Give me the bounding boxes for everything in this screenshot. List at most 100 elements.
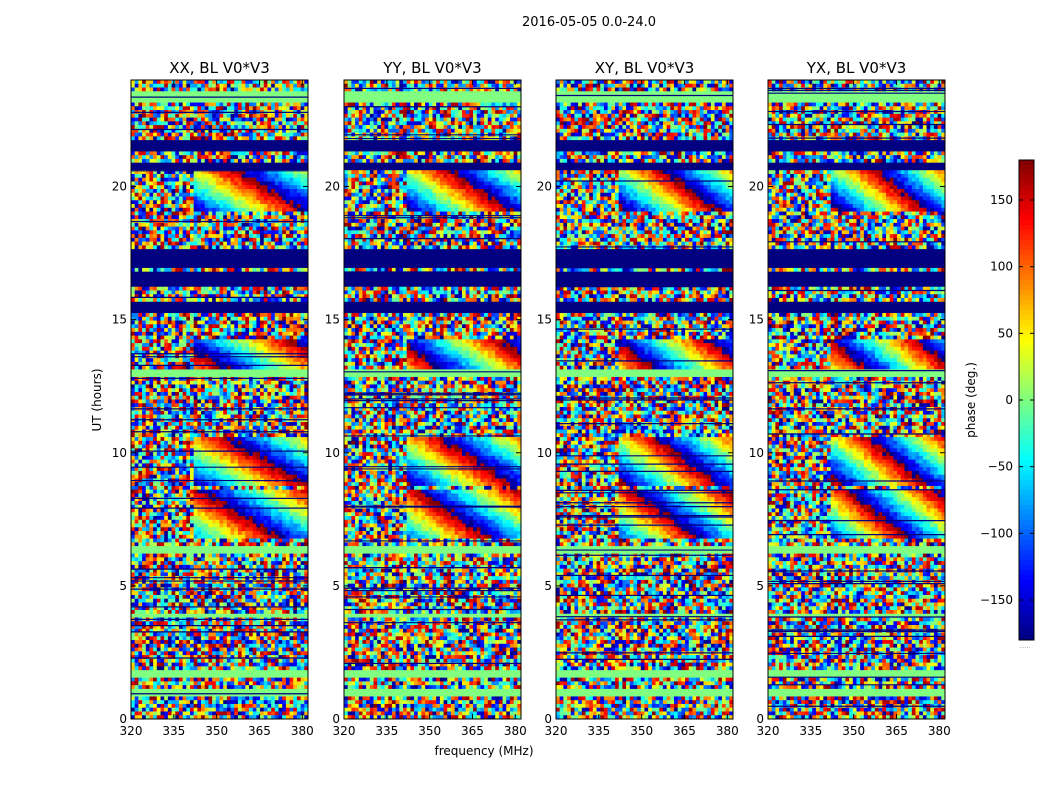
heatmap-cell — [167, 376, 172, 382]
heatmap-cell — [153, 267, 158, 273]
heatmap-cell — [260, 376, 265, 382]
heatmap-cell — [245, 346, 250, 352]
heatmap-cell — [197, 125, 202, 130]
heatmap-cell — [219, 147, 224, 152]
heatmap-cell — [131, 196, 136, 201]
heatmap-cell — [153, 155, 158, 160]
heatmap-cell — [138, 316, 143, 321]
heatmap-cell — [282, 358, 287, 363]
heatmap-cell — [178, 267, 184, 273]
heatmap-cell — [201, 384, 206, 389]
heatmap-cell — [142, 80, 147, 85]
heatmap-cell — [149, 264, 154, 269]
heatmap-cell — [296, 298, 302, 303]
heatmap-cell — [296, 102, 302, 107]
heatmap-cell — [304, 309, 309, 314]
heatmap-cell — [204, 102, 209, 107]
heatmap-cell — [201, 245, 206, 250]
heatmap-cell — [241, 151, 246, 156]
heatmap-cell — [219, 388, 224, 393]
heatmap-cell — [142, 128, 147, 134]
heatmap-cell — [182, 369, 187, 374]
heatmap-cell — [212, 226, 217, 231]
heatmap-cell — [219, 459, 224, 464]
heatmap-cell — [219, 463, 224, 468]
heatmap-cell — [175, 132, 180, 137]
heatmap-cell — [289, 230, 294, 235]
heatmap-cell — [171, 463, 176, 468]
heatmap-cell — [149, 147, 154, 152]
heatmap-cell — [267, 173, 272, 179]
heatmap-cell — [167, 241, 172, 246]
heatmap-cell — [300, 335, 305, 340]
heatmap-cell — [293, 83, 298, 88]
heatmap-cell — [215, 320, 220, 325]
heatmap-cell — [160, 350, 165, 355]
heatmap-cell — [300, 121, 305, 126]
heatmap-cell — [256, 313, 261, 318]
heatmap-cell — [256, 271, 261, 276]
heatmap-cell — [226, 234, 231, 239]
heatmap-cell — [145, 170, 150, 175]
heatmap-cell — [197, 80, 202, 85]
heatmap-cell — [201, 128, 206, 134]
heatmap-cell — [201, 136, 206, 141]
heatmap-cell — [204, 414, 209, 419]
heatmap-cell — [230, 425, 235, 430]
heatmap-cell — [167, 211, 172, 216]
heatmap-cell — [249, 222, 254, 227]
heatmap-cell — [208, 452, 213, 457]
heatmap-cell — [278, 316, 283, 321]
heatmap-cell — [204, 143, 209, 149]
heatmap-cell — [230, 313, 235, 318]
heatmap-cell — [138, 200, 143, 205]
heatmap-cell — [145, 373, 150, 378]
heatmap-cell — [167, 369, 172, 374]
heatmap-cell — [145, 192, 150, 197]
heatmap-cell — [234, 170, 239, 175]
heatmap-cell — [260, 275, 265, 280]
heatmap-cell — [263, 151, 268, 156]
heatmap-cell — [249, 80, 254, 85]
heatmap-cell — [230, 207, 235, 212]
heatmap-cell — [167, 320, 172, 325]
heatmap-cell — [167, 143, 172, 149]
heatmap-cell — [285, 309, 290, 314]
heatmap-cell — [267, 207, 272, 212]
heatmap-cell — [138, 369, 143, 374]
heatmap-cell — [182, 286, 187, 291]
heatmap-cell — [153, 320, 158, 325]
heatmap-cell — [145, 181, 150, 186]
heatmap-cell — [190, 282, 195, 288]
heatmap-cell — [208, 350, 213, 355]
heatmap-cell — [178, 132, 184, 137]
heatmap-cell — [296, 113, 302, 118]
heatmap-cell — [204, 83, 209, 88]
heatmap-cell — [219, 316, 224, 321]
heatmap-cell — [193, 162, 198, 167]
heatmap-cell — [186, 215, 191, 220]
heatmap-cell — [271, 204, 276, 209]
heatmap-cell — [245, 459, 250, 464]
heatmap-cell — [204, 117, 209, 122]
heatmap-cell — [212, 452, 217, 457]
heatmap-cell — [234, 320, 239, 325]
heatmap-cell — [171, 143, 176, 149]
heatmap-cell — [282, 87, 287, 92]
heatmap-cell — [241, 211, 246, 216]
heatmap-cell — [245, 365, 250, 370]
heatmap-cell — [164, 222, 169, 227]
heatmap-cell — [201, 170, 206, 175]
heatmap-cell — [271, 271, 276, 276]
heatmap-cell — [201, 448, 206, 453]
heatmap-cell — [285, 215, 290, 220]
heatmap-cell — [149, 358, 154, 363]
heatmap-cell — [241, 320, 246, 325]
heatmap-cell — [230, 121, 235, 126]
heatmap-cell — [249, 230, 254, 235]
heatmap-cell — [274, 365, 279, 370]
heatmap-cell — [182, 230, 187, 235]
heatmap-cell — [164, 181, 169, 186]
heatmap-cell — [197, 215, 202, 220]
heatmap-cell — [226, 196, 231, 201]
